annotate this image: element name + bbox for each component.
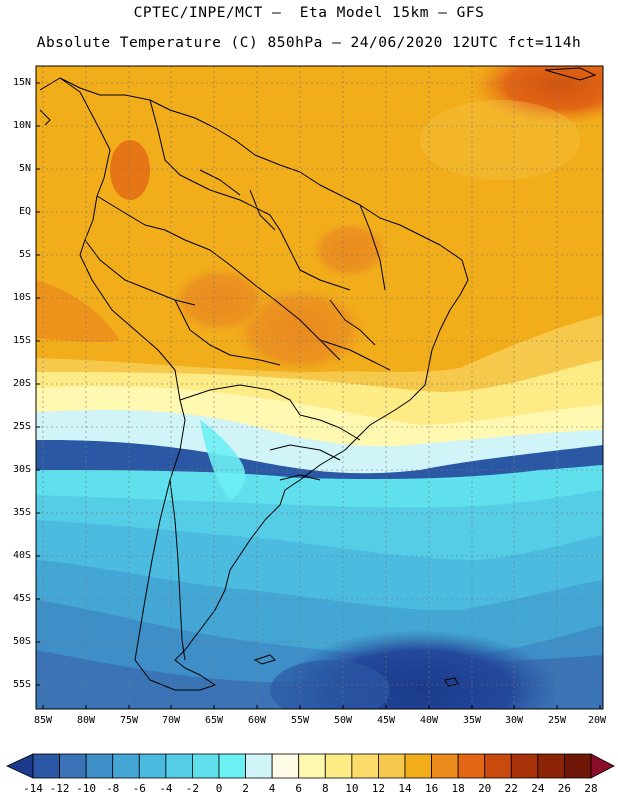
color-bar-swatch xyxy=(457,753,486,779)
color-bar-label: -2 xyxy=(185,782,200,795)
color-bar-swatch xyxy=(404,753,432,779)
islands xyxy=(39,67,597,687)
color-bar-swatch xyxy=(298,753,326,779)
color-bar-label: 24 xyxy=(531,782,545,795)
color-bar-swatch xyxy=(32,753,60,779)
x-tick-label: 55W xyxy=(290,715,310,726)
color-bar-swatch xyxy=(484,753,512,779)
color-bar-label: -14 xyxy=(23,782,43,795)
x-tick-label: 35W xyxy=(462,715,482,726)
color-bar-label: -8 xyxy=(106,782,120,795)
x-tick-label: 45W xyxy=(376,715,396,726)
color-bar-low-arrow xyxy=(6,753,34,779)
y-tick-label: 50S xyxy=(12,636,31,647)
coastlines xyxy=(39,77,469,691)
chart-title-line-1: CPTEC/INPE/MCT – Eta Model 15km – GFS xyxy=(133,5,485,21)
color-bar-swatch xyxy=(324,753,353,779)
color-bar-label: 6 xyxy=(295,782,302,795)
color-bar-swatch xyxy=(59,753,87,779)
y-tick-label: 10N xyxy=(12,120,31,131)
color-bar-swatch xyxy=(85,753,114,779)
x-tick-label: 20W xyxy=(587,715,607,726)
x-tick-label: 80W xyxy=(76,715,96,726)
x-tick-label: 70W xyxy=(161,715,181,726)
color-bar-swatch xyxy=(271,753,300,779)
x-tick-label: 75W xyxy=(119,715,139,726)
x-tick-label: 50W xyxy=(333,715,353,726)
color-bar-label: 22 xyxy=(504,782,518,795)
y-tick-label: 45S xyxy=(12,593,31,604)
color-bar-swatch xyxy=(112,753,140,779)
grid xyxy=(36,66,603,709)
y-tick-label: 40S xyxy=(12,550,31,561)
color-bar-swatch xyxy=(537,753,565,779)
y-tick-label: 25S xyxy=(12,421,31,432)
color-bar-label: 8 xyxy=(321,782,329,795)
color-bar-label: 12 xyxy=(371,782,386,795)
x-tick-label: 25W xyxy=(547,715,567,726)
color-bar-swatch xyxy=(431,753,459,779)
color-bar-label: 2 xyxy=(242,782,249,795)
y-tick-label: 10S xyxy=(12,292,31,303)
color-bar-label: -10 xyxy=(76,782,97,795)
y-tick-label: 5S xyxy=(18,249,31,260)
x-tick-label: 60W xyxy=(247,715,267,726)
color-bar-label: 20 xyxy=(478,782,492,795)
color-bar-label: 4 xyxy=(268,782,276,795)
color-bar-label: 28 xyxy=(584,782,598,795)
x-tick-label: 40W xyxy=(419,715,439,726)
y-tick-label: 35S xyxy=(12,507,31,518)
color-bar xyxy=(6,753,615,779)
x-tick-label: 85W xyxy=(33,715,53,726)
color-bar-label: -12 xyxy=(49,782,70,795)
color-bar-label: 10 xyxy=(345,782,359,795)
y-tick-label: 20S xyxy=(12,378,31,389)
color-bar-swatch xyxy=(564,753,592,779)
y-tick-label: 5N xyxy=(18,163,31,174)
color-bar-label: -6 xyxy=(132,782,146,795)
color-bar-label: 26 xyxy=(557,782,572,795)
color-bar-swatch xyxy=(510,753,539,779)
y-tick-label: 30S xyxy=(12,464,31,475)
color-bar-swatch xyxy=(138,753,167,779)
color-bar-swatch xyxy=(192,753,220,779)
x-tick-label: 65W xyxy=(204,715,224,726)
color-bar-label: 0 xyxy=(215,782,223,795)
color-bar-label: -4 xyxy=(159,782,173,795)
y-tick-label: 55S xyxy=(12,679,31,690)
map-frame xyxy=(35,65,604,710)
color-bar-label: 18 xyxy=(451,782,465,795)
color-bar-high-arrow xyxy=(590,753,615,779)
color-bar-label: 16 xyxy=(424,782,439,795)
color-bar-swatch xyxy=(351,753,379,779)
x-tick-label: 30W xyxy=(504,715,524,726)
axis-ticks xyxy=(36,82,601,709)
color-bar-swatch xyxy=(378,753,406,779)
color-bar-swatch xyxy=(165,753,193,779)
y-tick-label: EQ xyxy=(18,206,31,217)
color-bar-label: 14 xyxy=(398,782,412,795)
y-tick-label: 15N xyxy=(12,77,31,88)
y-tick-label: 15S xyxy=(12,335,31,346)
color-bar-swatch xyxy=(245,753,273,779)
temperature-field xyxy=(36,66,603,709)
chart-title-line-2: Absolute Temperature (C) 850hPa – 24/06/… xyxy=(36,35,582,51)
color-bar-swatch xyxy=(218,753,246,779)
